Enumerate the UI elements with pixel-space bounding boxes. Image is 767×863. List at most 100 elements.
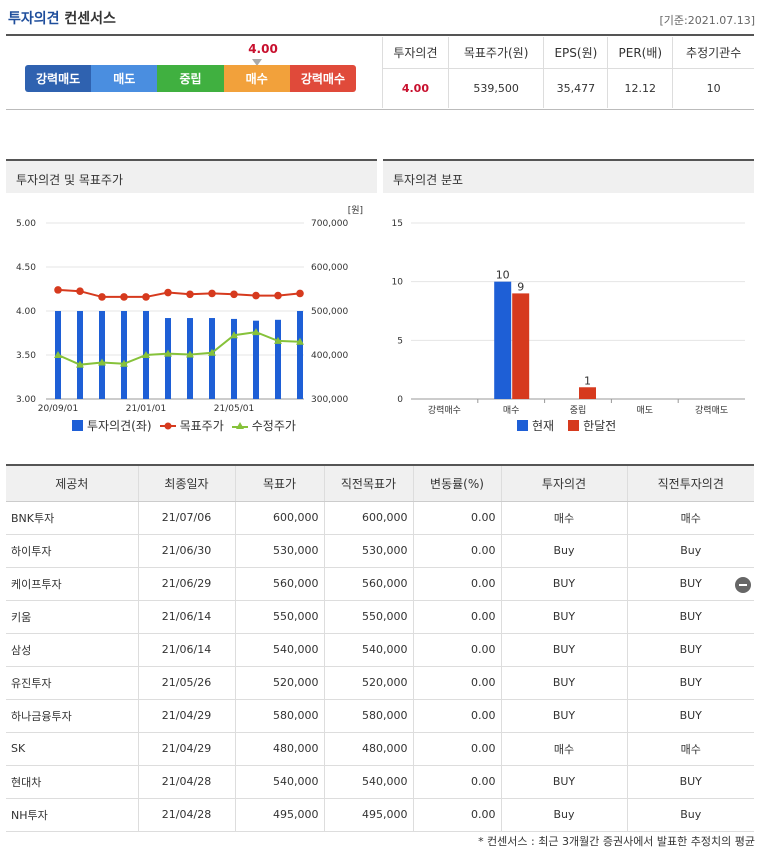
table-cell: 495,000 <box>323 798 413 832</box>
col-header[interactable]: 제공처 <box>6 466 138 502</box>
table-row: NH투자 21/04/28 495,000 495,000 0.00 Buy Buy <box>6 798 754 832</box>
col-header[interactable]: 변동률(%) <box>412 466 501 502</box>
table-cell: 0.00 <box>412 732 501 766</box>
y-left-tick-label: 4.50 <box>16 263 36 273</box>
target-price-point <box>98 293 106 301</box>
table-cell: BUY <box>500 666 627 700</box>
opinion-bar <box>209 318 215 399</box>
bar-data-label: 1 <box>584 374 591 387</box>
summary-per: 12.12 <box>607 68 673 108</box>
adjusted-price-point <box>76 360 84 368</box>
table-cell: 21/04/28 <box>137 765 235 799</box>
table-cell: 21/04/28 <box>137 798 235 832</box>
table-cell: 21/06/29 <box>137 567 235 601</box>
legend-line-icon <box>159 422 176 429</box>
col-header[interactable]: 직전투자의견 <box>626 466 754 502</box>
table-cell: 600,000 <box>323 501 413 535</box>
table-cell: 유진투자 <box>6 666 138 700</box>
consensus-summary-table: 투자의견 목표주가(원) EPS(원) PER(배) 추정기관수 4.00 53… <box>382 37 754 108</box>
col-header[interactable]: 직전목표가 <box>323 466 413 502</box>
table-cell: Buy <box>500 798 627 832</box>
summary-divider <box>6 109 754 110</box>
chart1-unit: [원] <box>348 205 363 216</box>
table-cell: 530,000 <box>234 534 324 568</box>
col-header[interactable]: 최종일자 <box>137 466 235 502</box>
y-left-tick-label: 3.00 <box>16 395 36 405</box>
table-cell: 520,000 <box>323 666 413 700</box>
table-cell: 600,000 <box>234 501 324 535</box>
target-price-point <box>296 289 304 298</box>
table-cell: BUY <box>626 666 754 700</box>
summary-header: 투자의견 <box>382 37 449 69</box>
table-cell: 케이프투자 <box>6 567 138 601</box>
summary-target-price: 539,500 <box>447 68 544 108</box>
y-right-tick-label: 600,000 <box>311 263 348 273</box>
table-cell: 480,000 <box>234 732 324 766</box>
summary-eps: 35,477 <box>543 68 608 108</box>
title-suffix: 컨센서스 <box>64 11 116 27</box>
chart1-title: 투자의견 및 목표주가 <box>6 159 377 193</box>
table-cell: 하이투자 <box>6 534 138 568</box>
opinion-bar <box>297 311 303 399</box>
opinion-score-value: 4.00 <box>248 42 278 56</box>
table-cell: 540,000 <box>323 633 413 667</box>
table-cell: 580,000 <box>323 699 413 733</box>
table-cell: 520,000 <box>234 666 324 700</box>
adjusted-price-point <box>208 348 216 356</box>
footnote: * 컨센서스 : 최근 3개월간 증권사에서 발표한 추정치의 평균 <box>478 835 755 848</box>
table-cell: Buy <box>626 534 754 568</box>
table-cell: BUY <box>500 567 627 601</box>
summary-header: PER(배) <box>607 37 673 69</box>
table-top-divider <box>6 464 754 466</box>
col-header[interactable]: 투자의견 <box>500 466 627 502</box>
table-cell: 21/07/06 <box>137 501 235 535</box>
score-marker-icon <box>252 59 262 66</box>
current-bar <box>494 281 512 399</box>
x-tick-label: 20/09/01 <box>38 404 78 414</box>
y-left-tick-label: 3.50 <box>16 351 36 361</box>
table-cell: 0.00 <box>412 567 501 601</box>
table-cell: BUY <box>626 567 754 601</box>
reference-date: [기준:2021.07.13] <box>659 14 755 27</box>
table-cell: BUY <box>626 699 754 733</box>
table-cell: 560,000 <box>323 567 413 601</box>
table-cell: 550,000 <box>323 600 413 634</box>
scale-neutral: 중립 <box>157 65 224 92</box>
category-label: 매수 <box>503 405 520 416</box>
scale-sell: 매도 <box>91 65 158 92</box>
table-cell: BUY <box>626 633 754 667</box>
table-row: 하이투자 21/06/30 530,000 530,000 0.00 Buy Buy <box>6 534 754 568</box>
opinion-target-chart: [원] 5.00 700,000 4.50 600,000 4.00 500,000 3.5… <box>16 205 363 414</box>
y-right-tick-label: 500,000 <box>311 307 348 317</box>
table-row: BNK투자 21/07/06 600,000 600,000 0.00 매수 매수 <box>6 501 754 535</box>
target-price-point <box>274 291 282 300</box>
adjusted-price-point <box>296 337 304 345</box>
table-cell: 0.00 <box>412 765 501 799</box>
summary-header: 목표주가(원) <box>447 37 544 69</box>
table-cell: 21/06/14 <box>137 600 235 634</box>
bar-data-label: 9 <box>517 280 524 293</box>
x-tick-label: 21/05/01 <box>214 404 254 414</box>
table-cell: 540,000 <box>323 765 413 799</box>
table-cell: 0.00 <box>412 699 501 733</box>
table-cell: BUY <box>500 765 627 799</box>
table-cell: 550,000 <box>234 600 324 634</box>
table-cell: 현대차 <box>6 765 138 799</box>
opinion-bar <box>121 311 127 399</box>
opinion-target-chart-panel: 투자의견 및 목표주가 [원] 5.00 700,000 4.50 600,000 4.… <box>6 159 377 436</box>
target-price-point <box>142 293 150 301</box>
table-cell: 매수 <box>626 732 754 766</box>
opinion-distribution-chart: 15 10 5 0 강력매수 매수 10 9 중립 1 매도 강력매도 <box>392 219 745 416</box>
opinion-scale-bar: 강력매도 매도 중립 매수 강력매수 <box>25 65 356 92</box>
col-header[interactable]: 목표가 <box>234 466 324 502</box>
target-price-point <box>252 291 260 300</box>
table-cell: Buy <box>500 534 627 568</box>
collapse-minus-icon[interactable] <box>735 577 751 593</box>
target-price-point <box>54 286 62 294</box>
scale-strong-sell: 강력매도 <box>25 65 92 92</box>
y-left-tick-label: 4.00 <box>16 307 36 317</box>
table-row: 유진투자 21/05/26 520,000 520,000 0.00 BUY BUY <box>6 666 754 700</box>
chart2-legend: 현재 한달전 <box>517 417 616 434</box>
table-row: SK 21/04/29 480,000 480,000 0.00 매수 매수 <box>6 732 754 766</box>
table-cell: 480,000 <box>323 732 413 766</box>
